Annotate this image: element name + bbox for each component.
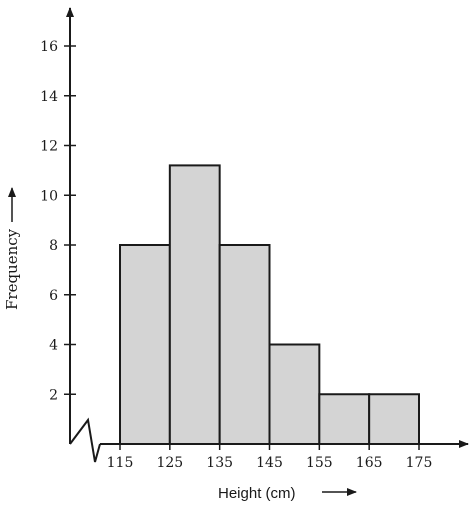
histogram-bar-165-175 xyxy=(368,393,420,445)
x-axis-ticks: 115 125 135 145 155 165 175 xyxy=(107,444,433,471)
x-tick-label-135: 135 xyxy=(206,455,233,471)
y-tick-label-10: 10 xyxy=(40,188,58,204)
y-tick-label-2: 2 xyxy=(49,387,58,403)
x-tick-label-115: 115 xyxy=(107,455,134,471)
x-tick-label-175: 175 xyxy=(406,455,433,471)
y-tick-label-8: 8 xyxy=(49,238,58,254)
x-axis-break-zigzag xyxy=(69,417,101,463)
x-tick-label-165: 165 xyxy=(356,455,383,471)
y-tick-label-12: 12 xyxy=(40,139,58,155)
x-axis-title: Height (cm) xyxy=(218,485,296,502)
x-tick-label-125: 125 xyxy=(156,455,183,471)
y-tick-label-16: 16 xyxy=(40,39,58,55)
histogram-bar-125-135 xyxy=(168,164,221,445)
histogram-bar-135-145 xyxy=(218,244,271,445)
bars-group xyxy=(119,164,420,445)
y-tick-label-4: 4 xyxy=(49,338,58,354)
histogram-bar-145-155 xyxy=(268,343,321,445)
y-tick-label-6: 6 xyxy=(49,288,58,304)
y-tick-label-14: 14 xyxy=(40,89,58,105)
histogram-bar-115-125 xyxy=(119,244,171,445)
histogram-bar-155-165 xyxy=(318,393,371,445)
x-tick-label-155: 155 xyxy=(306,455,333,471)
y-axis-title: Frequency xyxy=(3,228,21,310)
x-tick-label-145: 145 xyxy=(256,455,283,471)
